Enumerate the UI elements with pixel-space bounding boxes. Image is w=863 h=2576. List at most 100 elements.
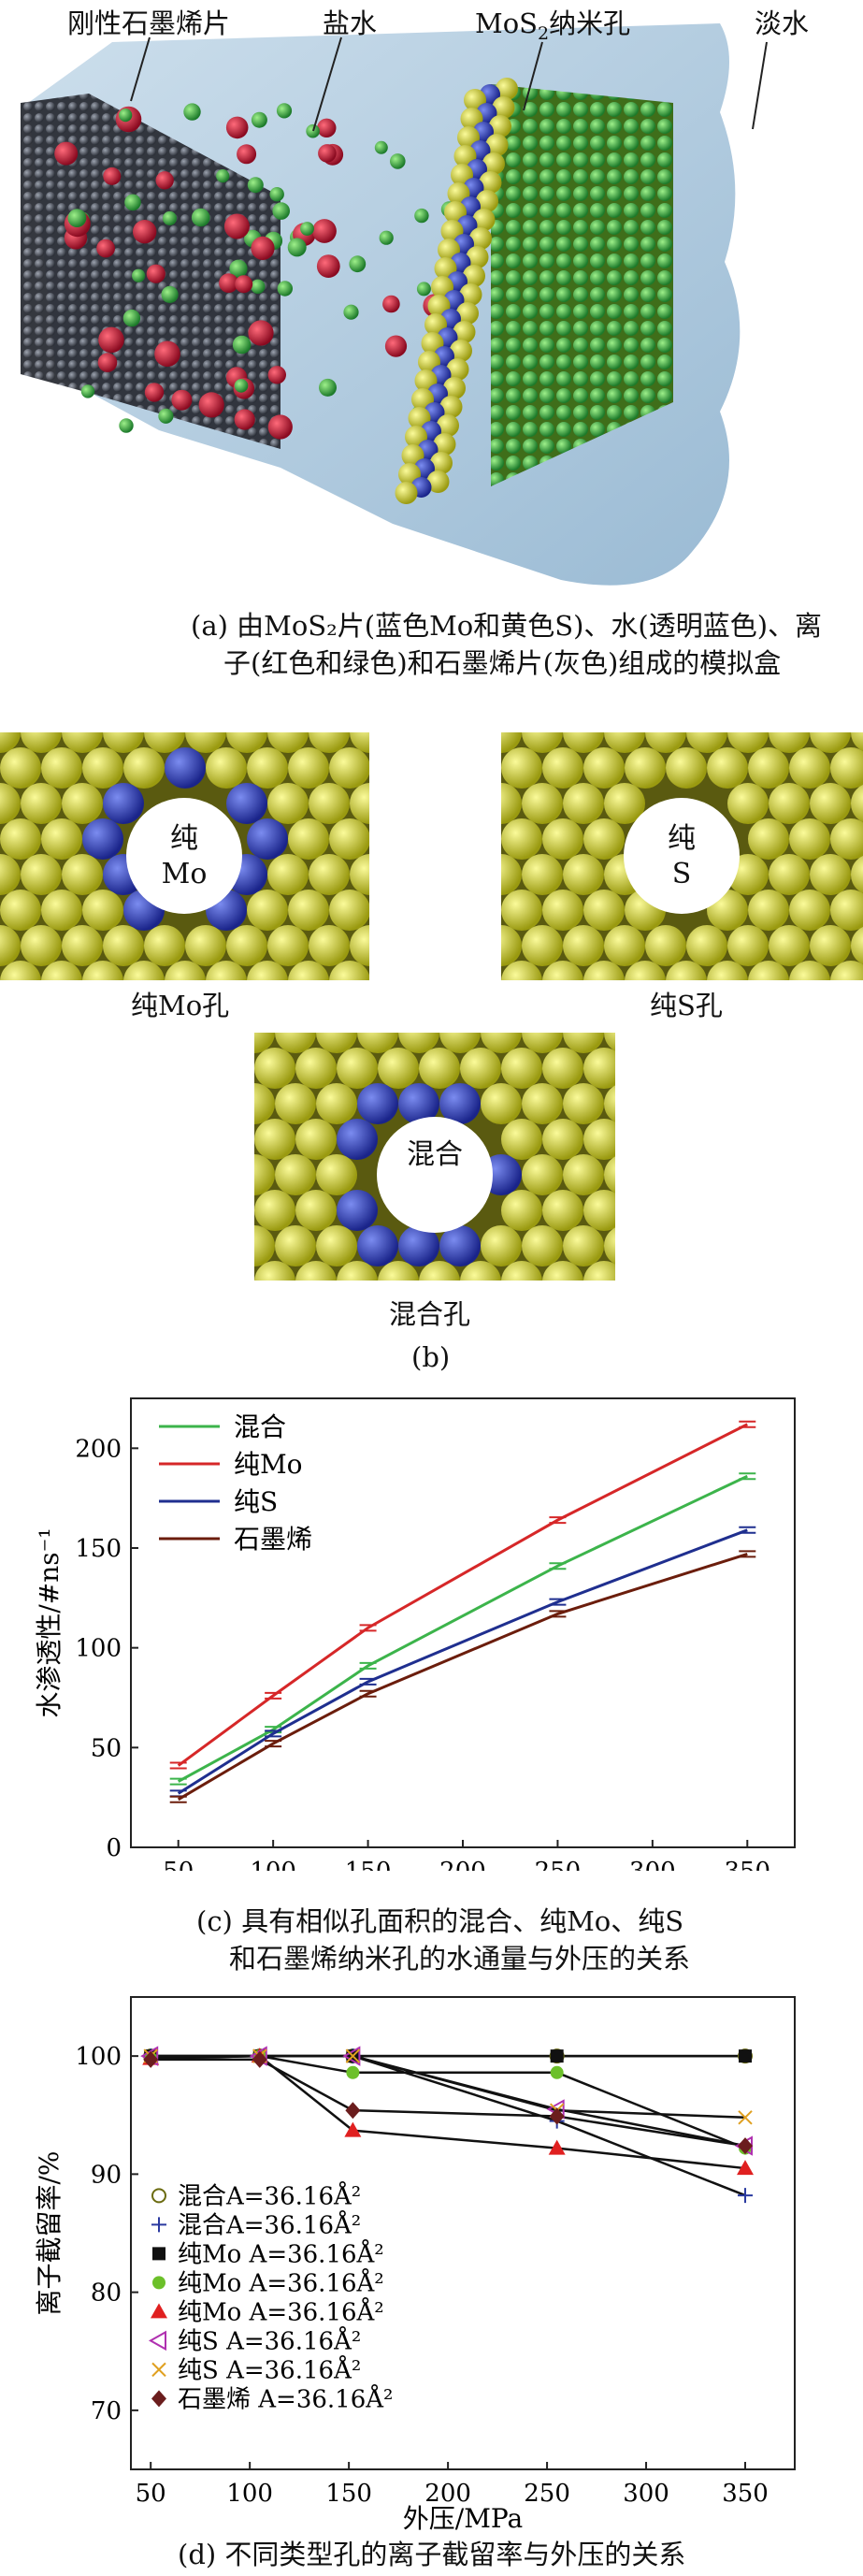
s-atom [748,961,789,980]
mo-atom [337,1119,378,1160]
ion-red [267,366,286,384]
s-atom [769,783,810,824]
data-point [550,2065,564,2079]
s-atom [453,321,476,343]
legend-label: 纯Mo A=36.16Å² [178,2296,384,2326]
data-point [345,2048,361,2063]
s-atom [254,1083,275,1124]
data-point [549,2107,565,2125]
s-atom [206,961,247,980]
s-atom [830,818,863,860]
ion-red [316,254,340,278]
legend-label: 石墨烯 [234,1524,312,1555]
mo-atom [398,1225,439,1266]
s-atom [254,1154,275,1195]
s-atom [460,1261,501,1281]
s-atom [851,926,863,965]
data-point [548,2139,566,2155]
ion-red [312,219,337,243]
s-atom [247,747,288,789]
ion-green [158,408,174,424]
ion-red [144,383,165,402]
s-atom [275,1225,316,1266]
series-line [151,2054,746,2149]
ion-green [132,268,146,282]
s-atom [275,1154,316,1195]
s-atom [316,1154,357,1195]
s-atom [501,747,542,789]
x-axis-label: 外压/MPa [403,2503,523,2530]
s-atom [563,1033,604,1053]
s-atom [645,732,686,753]
data-point [346,2065,360,2079]
ion-green [349,255,367,273]
x-tick-label: 150 [325,2480,372,2508]
s-atom [0,854,21,895]
ion-green [390,153,406,169]
ion-green [276,103,293,119]
ion-red [146,264,165,283]
s-atom [247,890,288,931]
ion-green [122,309,141,327]
ion-green [183,103,201,121]
s-atom [492,96,515,119]
s-atom [443,377,466,399]
s-atom [522,1154,563,1195]
plot-frame [130,1996,796,2470]
ion-red [133,220,157,244]
x-tick-label: 300 [623,2480,669,2508]
s-atom [583,1261,615,1281]
s-atom [707,747,748,789]
s-atom [748,890,789,931]
ion-green [272,202,291,220]
s-atom [398,1033,439,1053]
data-point [151,2303,167,2319]
s-atom [851,732,863,752]
series-line [177,1423,748,1767]
ion-green [216,169,230,183]
data-point [252,2050,267,2068]
ion-green [374,140,388,154]
data-point [738,2188,754,2204]
s-atom [21,854,62,895]
s-atom [830,961,863,980]
s-atom [542,818,583,860]
s-atom [378,1261,419,1281]
s-atom [604,1085,615,1122]
ion-green [306,123,320,138]
s-atom [378,1048,419,1089]
s-atom [501,1119,542,1160]
s-atom [666,747,707,789]
s-atom [583,961,625,980]
mo-atom [439,1225,481,1266]
ion-green [161,285,179,303]
s-atom [496,78,518,100]
s-atom [288,961,329,980]
mo-atom [357,1225,398,1266]
s-atom [707,961,748,980]
s-atom [185,732,226,753]
s-atom [288,747,329,789]
x-tick-label: 250 [524,2480,570,2508]
s-atom [501,925,522,966]
ion-red [237,144,257,165]
s-atom [433,433,456,456]
caption-c-line2: 和石墨烯纳米孔的水通量与外压的关系 [229,1943,691,1975]
s-atom [165,961,206,980]
data-point [151,2362,166,2378]
s-atom [522,854,563,895]
s-atom [295,1261,337,1281]
s-atom [489,115,511,137]
data-point [739,2049,753,2063]
s-atom [583,818,625,860]
s-atom [830,747,863,789]
s-atom [542,747,583,789]
y-axis-label: 离子截留率/% [34,2150,65,2315]
s-atom [0,925,21,966]
data-point [344,2121,362,2137]
s-atom [542,1119,583,1160]
mixed-pore-caption: 混合孔 [389,1298,471,1330]
s-atom [563,854,604,895]
mo-atom [226,783,267,824]
x-tick-label: 200 [439,1858,486,1871]
